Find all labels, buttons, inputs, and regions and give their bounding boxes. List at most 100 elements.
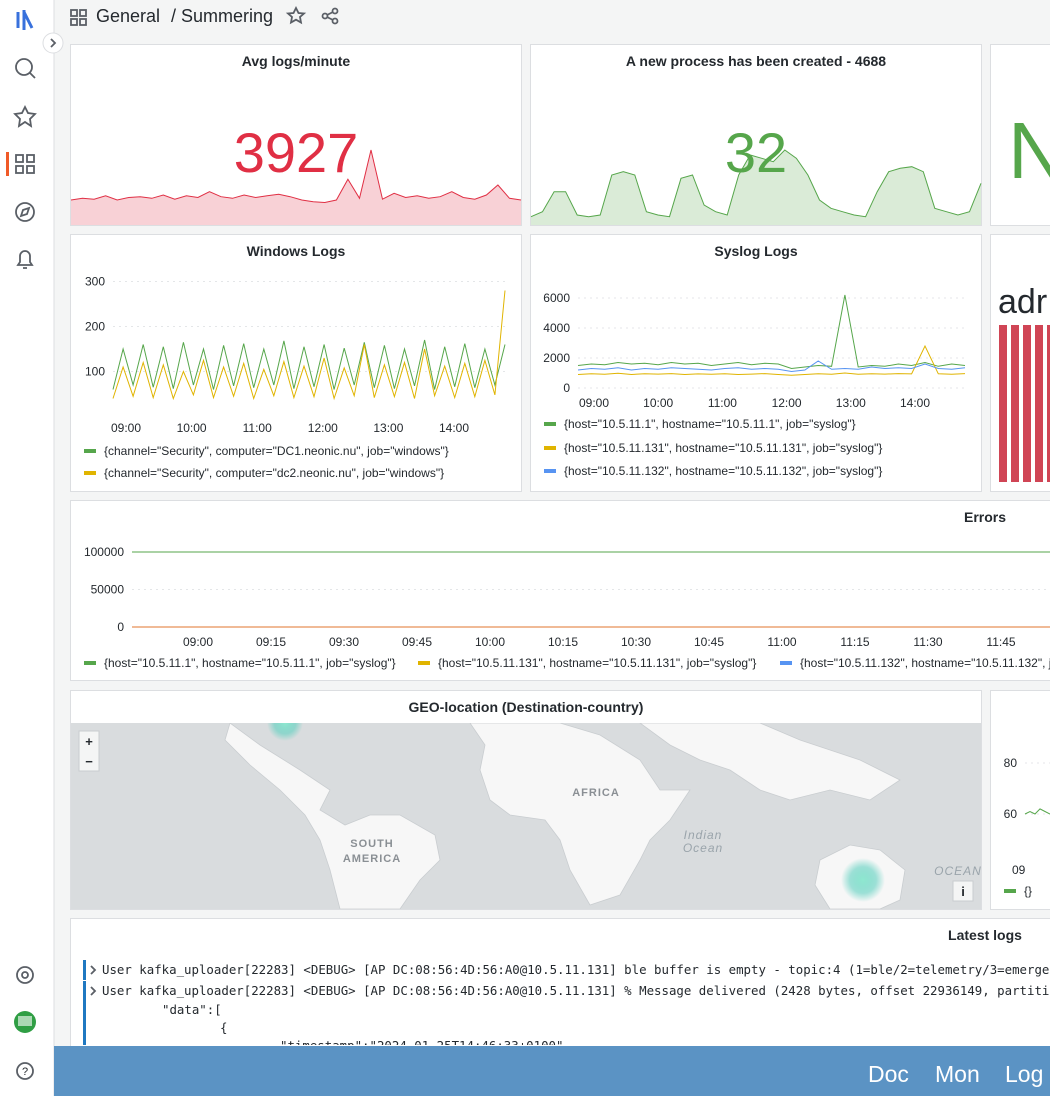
avatar-pattern <box>18 1016 32 1026</box>
panel-title: Latest logs <box>948 927 1022 943</box>
panel-title: Avg logs/minute <box>242 53 351 69</box>
log-level-bar <box>83 960 86 980</box>
y-tick-label: 60 <box>1004 807 1018 821</box>
legend-swatch <box>544 446 556 450</box>
dashboard-grid-icon <box>70 9 87 26</box>
log-list: User kafka_uploader[22283] <DEBUG> [AP D… <box>83 960 1050 1045</box>
x-tick-label: 14:00 <box>900 396 930 410</box>
log-line[interactable]: User kafka_uploader[22283] <DEBUG> [AP D… <box>102 962 1050 977</box>
legend-label: {channel="Security", computer="dc2.neoni… <box>104 466 444 480</box>
explore-icon[interactable] <box>15 202 35 222</box>
footer-link[interactable]: Doc <box>868 1061 909 1087</box>
x-tick-label: 12:00 <box>772 396 802 410</box>
x-tick-label: 11:30 <box>913 635 942 649</box>
sparkline <box>70 149 522 204</box>
x-tick-label: 11:00 <box>767 635 796 649</box>
gauge-bar <box>1047 325 1050 482</box>
y-tick-label: 6000 <box>543 291 570 305</box>
explore-needle <box>19 206 31 218</box>
heat-spot <box>267 723 303 741</box>
info-button-label: i <box>961 884 965 899</box>
dashboards-icon[interactable] <box>15 154 35 174</box>
star-button[interactable] <box>285 5 307 25</box>
share-button[interactable] <box>321 7 339 25</box>
legend-swatch <box>780 661 792 665</box>
sidebar <box>0 0 54 1096</box>
legend-label: {host="10.5.11.131", hostname="10.5.11.1… <box>564 441 882 455</box>
x-tick-label: 11:45 <box>986 635 1015 649</box>
y-tick-label: 100 <box>85 365 105 379</box>
legend-swatch <box>1004 889 1016 893</box>
gauge-bar <box>1023 325 1031 482</box>
footer-link[interactable]: Log <box>1005 1061 1043 1087</box>
legend-label: {channel="Security", computer="DC1.neoni… <box>104 444 449 458</box>
legend-swatch <box>84 661 96 665</box>
x-tick-label: 11:00 <box>243 421 272 435</box>
footer <box>54 1046 1050 1096</box>
sidebar-toggle[interactable] <box>42 32 64 54</box>
sparkline-area <box>531 150 981 225</box>
legend-swatch <box>544 422 556 426</box>
gauge-bar <box>999 325 1007 482</box>
panel-avg <box>70 44 522 226</box>
x-tick-label: 09:45 <box>402 635 432 649</box>
active-indicator <box>6 152 9 176</box>
footer-link[interactable]: Mon <box>935 1061 980 1087</box>
starred-icon[interactable] <box>13 104 37 128</box>
x-tick-label: 09:00 <box>183 635 213 649</box>
map-label: SOUTH <box>350 838 394 850</box>
series-line <box>112 290 506 401</box>
sparkline-area <box>71 150 521 225</box>
map-label: AMERICA <box>343 853 401 865</box>
x-tick-label: 10:00 <box>177 421 207 435</box>
panel-title: Errors <box>964 509 1006 525</box>
breadcrumb-dashboard[interactable]: / Summering <box>171 6 273 26</box>
stat-value: 3927 <box>234 121 359 184</box>
settings-icon[interactable] <box>16 966 34 984</box>
alerting-icon[interactable] <box>16 250 34 269</box>
x-tick-label: 13:00 <box>836 396 866 410</box>
panel-title: Syslog Logs <box>714 243 797 259</box>
y-tick-label: 4000 <box>543 321 570 335</box>
log-line[interactable]: User kafka_uploader[22283] <DEBUG> [AP D… <box>102 983 1050 998</box>
help-icon[interactable] <box>16 1062 34 1080</box>
log-line: "data":[ <box>162 1002 222 1017</box>
x-tick-label: 11:00 <box>708 396 737 410</box>
x-tick-label: 09:30 <box>329 635 359 649</box>
logo[interactable] <box>16 10 34 30</box>
stat-value: N <box>1008 106 1050 195</box>
x-tick-label: 10:30 <box>621 635 651 649</box>
log-expand[interactable] <box>90 965 97 996</box>
gauge-bar <box>1035 325 1043 482</box>
x-tick-label: 09:15 <box>256 635 286 649</box>
panel-title: Windows Logs <box>247 243 346 259</box>
map[interactable]: AFRICA SOUTH AMERICA Indian Ocean OCEAN … <box>71 705 982 909</box>
info-button[interactable] <box>952 880 974 902</box>
map-label: AFRICA <box>572 787 620 799</box>
series-line <box>577 294 966 370</box>
zoom-out[interactable]: − <box>85 754 93 769</box>
stat-value: 32 <box>725 121 787 184</box>
legend-swatch <box>544 469 556 473</box>
x-tick-label: 10:00 <box>643 396 673 410</box>
bar-gauge-text: adr <box>998 283 1047 321</box>
search-icon[interactable] <box>15 58 33 76</box>
map-label: Indian <box>684 828 723 842</box>
y-tick-label: 0 <box>117 620 124 634</box>
zoom-control <box>78 730 100 772</box>
panel-syslog <box>530 234 982 492</box>
panel-windows <box>70 234 522 492</box>
series-line <box>577 344 966 376</box>
map-label: Ocean <box>683 841 723 855</box>
breadcrumb-folder[interactable]: General <box>96 6 160 26</box>
legend-swatch <box>84 471 96 475</box>
legend-swatch <box>84 449 96 453</box>
y-tick-label: 300 <box>85 275 105 289</box>
x-tick-label: 12:00 <box>308 421 338 435</box>
gauge-bar <box>1011 325 1019 482</box>
zoom-in[interactable]: + <box>85 734 93 749</box>
x-tick-label: 10:15 <box>548 635 578 649</box>
y-tick-label: 0 <box>563 381 570 395</box>
y-tick-label: 50000 <box>91 583 125 597</box>
